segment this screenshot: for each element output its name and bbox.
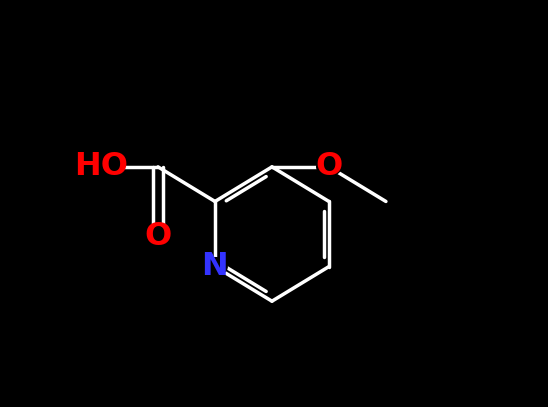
Ellipse shape <box>317 158 341 176</box>
Text: HO: HO <box>74 151 128 182</box>
Text: O: O <box>315 151 342 182</box>
Text: N: N <box>202 251 229 282</box>
Ellipse shape <box>146 227 170 245</box>
Ellipse shape <box>203 258 227 276</box>
Text: O: O <box>144 221 172 252</box>
Ellipse shape <box>82 158 121 176</box>
